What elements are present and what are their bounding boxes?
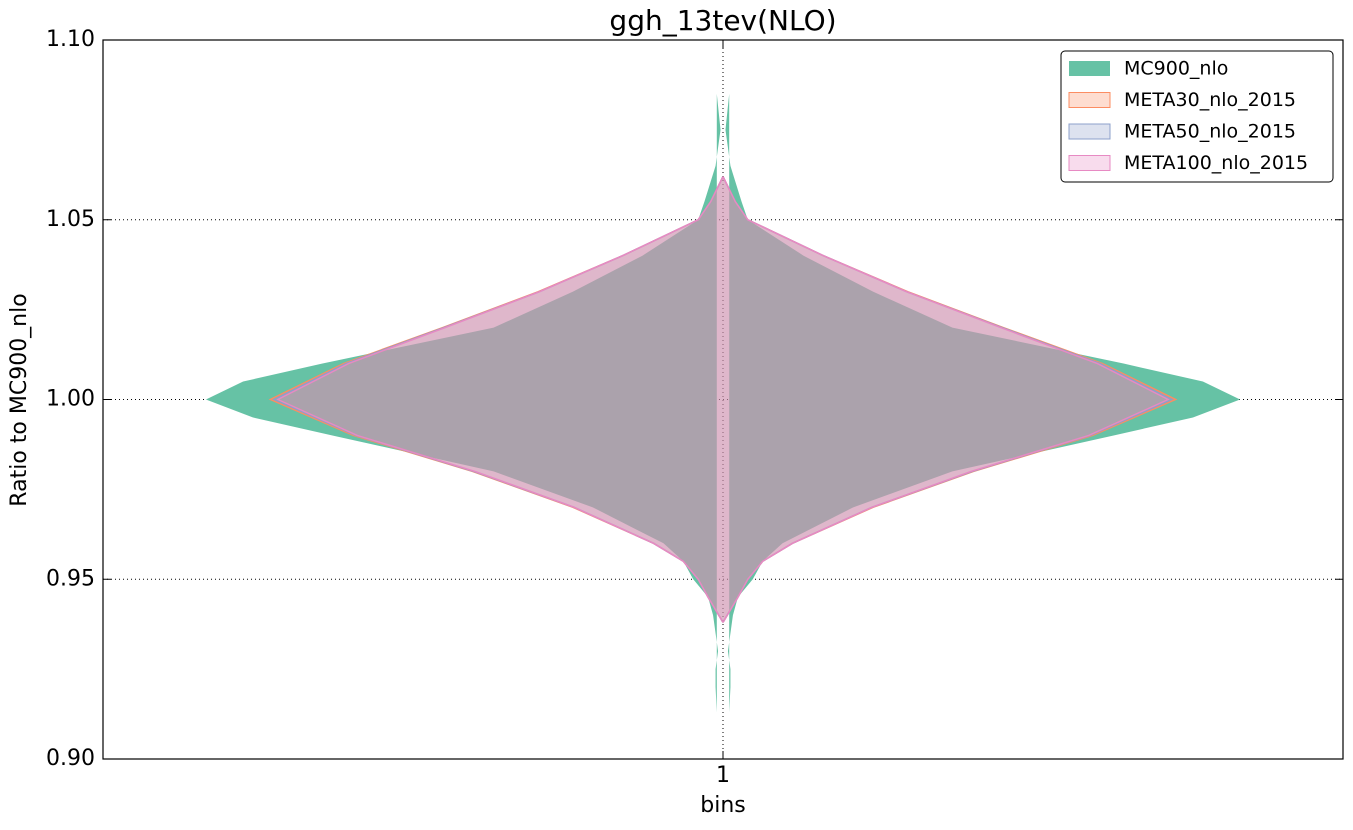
legend-swatch [1068,92,1111,108]
violin-outline [722,176,1170,623]
legend: MC900_nlo META30_nlo_2015 META50_nlo_2015 M… [1060,50,1334,183]
violin-half [725,93,1241,713]
y-axis-label: Ratio to MC900_nlo [7,293,32,506]
violin-half [270,176,723,623]
y-tick-label: 1.00 [46,387,95,412]
violin-half [277,176,723,623]
legend-label: META50_nlo_2015 [1124,121,1296,143]
legend-label: META100_nlo_2015 [1124,152,1308,174]
violin-half [723,176,1172,623]
legend-swatch [1069,61,1110,76]
violin-outline [276,176,724,623]
legend-label: META30_nlo_2015 [1124,89,1296,111]
legend-swatch [1068,155,1111,171]
legend-box [1060,50,1334,183]
x-tick-label: 1 [716,763,730,788]
violin-half [723,176,1176,623]
y-tick-label: 0.95 [46,566,95,591]
legend-label: MC900_nlo [1124,58,1228,80]
legend-swatch [1068,123,1111,140]
violin-half [205,93,721,713]
y-tick-label: 1.05 [46,207,95,232]
y-tick-label: 1.10 [46,27,95,52]
plot-area [205,93,1241,713]
violin-half [723,176,1169,623]
x-axis-label: bins [700,793,745,818]
ticks: 0.90 0.95 1.00 1.05 1.10 1 [46,27,1343,788]
chart-title: ggh_13tev(NLO) [609,4,836,37]
violin-half [274,176,723,623]
y-tick-label: 0.90 [46,746,95,771]
